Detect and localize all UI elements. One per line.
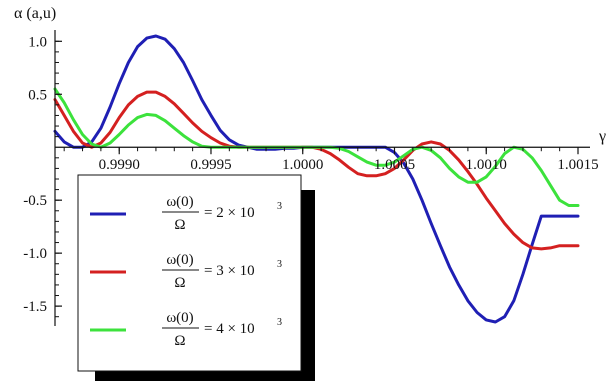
axes-layer: 0.9990 0.9995 1.0000 1.0005 1.0010 1.0015 1.0 0…	[14, 5, 606, 326]
legend-denominator: Ω	[174, 275, 185, 291]
legend: ω(0) Ω = 2 × 10 3 ω(0) Ω = 3 × 10 3 ω(0) Ω = 4 × 1…	[77, 174, 315, 381]
legend-numerator: ω(0)	[166, 194, 193, 210]
legend-numerator: ω(0)	[166, 252, 193, 268]
y-tick-label: -1.0	[23, 246, 47, 262]
legend-exponent: 3	[277, 201, 282, 212]
x-tick-label: 1.0015	[557, 157, 598, 173]
legend-exponent: 3	[277, 317, 282, 328]
y-tick-label: -0.5	[23, 193, 47, 209]
y-axis-label: α (a,u)	[14, 5, 56, 22]
legend-denominator: Ω	[174, 333, 185, 349]
legend-denominator: Ω	[174, 217, 185, 233]
x-tick-label: 1.0010	[466, 157, 507, 173]
x-tick-label: 1.0000	[282, 157, 323, 173]
legend-value: = 2 × 10	[204, 205, 255, 221]
legend-value: = 3 × 10	[204, 263, 255, 279]
x-tick-label: 0.9990	[99, 157, 140, 173]
x-axis-label: γ	[598, 128, 606, 145]
legend-exponent: 3	[277, 259, 282, 270]
x-tick-label: 0.9995	[190, 157, 231, 173]
y-tick-label: -1.5	[23, 299, 47, 315]
y-tick-label: 0.5	[28, 87, 47, 103]
x-tick-label: 1.0005	[374, 157, 415, 173]
legend-value: = 4 × 10	[204, 321, 255, 337]
y-tick-label: 1.0	[28, 34, 47, 50]
legend-numerator: ω(0)	[166, 310, 193, 326]
